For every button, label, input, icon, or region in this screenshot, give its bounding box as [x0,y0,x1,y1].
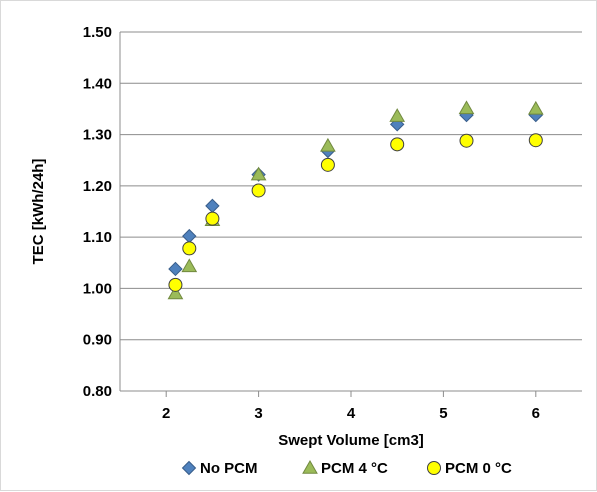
axes [119,32,537,397]
gridlines [120,31,582,392]
point-pcm-4-c [167,285,184,300]
point-pcm-0-c [168,277,183,292]
x-axis-title: Swept Volume [cm3] [278,432,424,449]
point-pcm-4-c [181,258,198,273]
point-pcm-0-c [390,137,405,152]
point-pcm-4-c [527,100,544,115]
y-tick-label: 1.10 [83,229,112,246]
point-pcm-0-c [459,133,474,148]
legend-marker-pcm-4-c [302,459,318,474]
point-no-pcm [168,261,183,277]
point-pcm-0-c [528,133,543,148]
point-no-pcm [182,228,197,244]
y-tick-label: 1.00 [83,280,112,297]
point-pcm-0-c [182,241,197,256]
x-tick-label: 5 [439,405,447,422]
point-pcm-0-c [320,157,335,172]
legend-item-no-pcm: No PCM [181,460,258,477]
legend-marker-no-pcm [181,460,197,476]
tick-labels: 0.80 0.90 1.00 1.10 1.20 1.30 1.40 1.50 2 3 4 5 6 [83,24,540,422]
data-points [167,100,544,300]
y-tick-label: 0.80 [83,383,112,400]
x-tick-label: 2 [162,405,170,422]
legend-label-pcm-4-c: PCM 4 °C [321,460,388,477]
x-tick-label: 4 [347,405,356,422]
y-tick-label: 1.30 [83,127,112,144]
legend-item-pcm-4-c: PCM 4 °C [302,459,388,477]
x-tick-label: 6 [532,405,540,422]
legend-label-no-pcm: No PCM [200,460,258,477]
legend-marker-pcm-0-c [427,461,441,475]
y-tick-label: 1.20 [83,178,112,195]
x-tick-label: 3 [254,405,262,422]
point-pcm-4-c [250,166,267,181]
legend-item-pcm-0-c: PCM 0 °C [427,460,512,477]
legend-label-pcm-0-c: PCM 0 °C [445,460,512,477]
legend: No PCM PCM 4 °C PCM 0 °C [181,459,512,477]
point-pcm-0-c [251,183,266,198]
y-axis-title: TEC [kWh/24h] [30,159,47,265]
point-pcm-0-c [205,211,220,226]
point-no-pcm [205,198,220,214]
y-tick-label: 1.50 [83,24,112,41]
y-tick-label: 1.40 [83,75,112,92]
point-pcm-4-c [458,100,475,115]
point-pcm-4-c [320,137,336,152]
point-pcm-4-c [389,108,406,122]
y-tick-label: 0.90 [83,332,112,349]
